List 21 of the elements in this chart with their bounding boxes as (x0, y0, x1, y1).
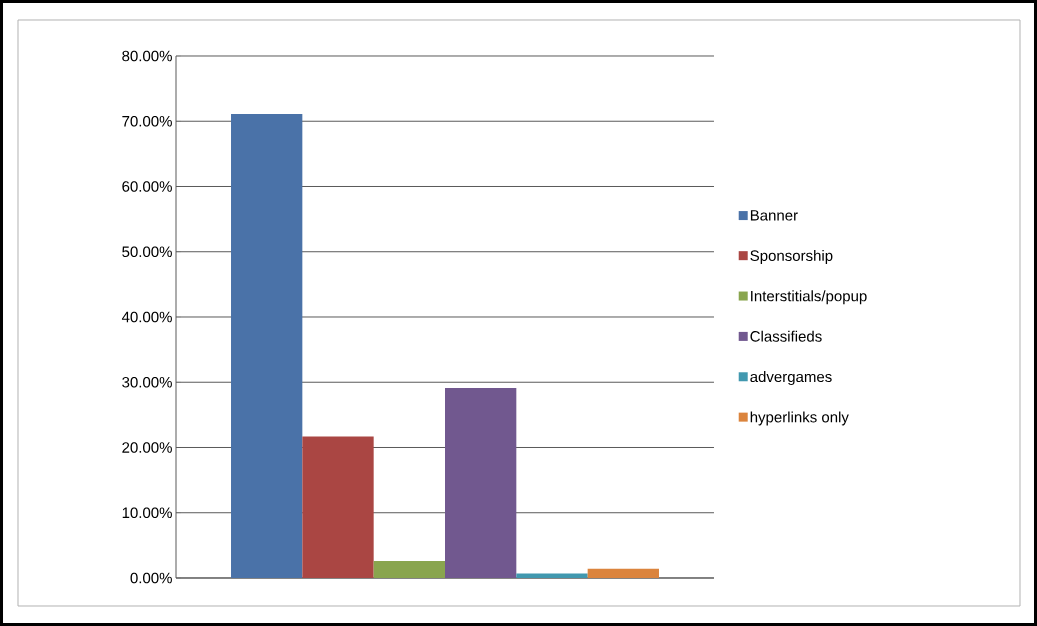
legend-label: Banner (750, 210, 798, 221)
legend-label: Classifieds (750, 330, 822, 342)
bar (231, 114, 303, 578)
legend-label: Interstitials/popup (751, 290, 867, 305)
y-tick-label: 20.00% (122, 442, 172, 453)
y-tick-label: 60.00% (122, 181, 172, 192)
y-tick-label: 80.00% (122, 50, 172, 62)
bar (302, 436, 374, 578)
legend-label: advergames (750, 371, 832, 386)
bar (516, 573, 588, 578)
y-tick-label: 10.00% (122, 507, 172, 519)
bar (587, 568, 659, 578)
y-tick-label: 50.00% (122, 246, 172, 258)
y-tick-label: 30.00% (122, 376, 172, 388)
legend-label: Sponsorship (750, 249, 833, 264)
bar (373, 561, 445, 578)
bar (445, 388, 517, 578)
legend-label: hyperlinks only (750, 411, 849, 426)
y-tick-label: 40.00% (121, 311, 172, 323)
y-tick-label: 70.00% (122, 115, 172, 127)
y-tick-label: 0.00% (130, 572, 172, 584)
